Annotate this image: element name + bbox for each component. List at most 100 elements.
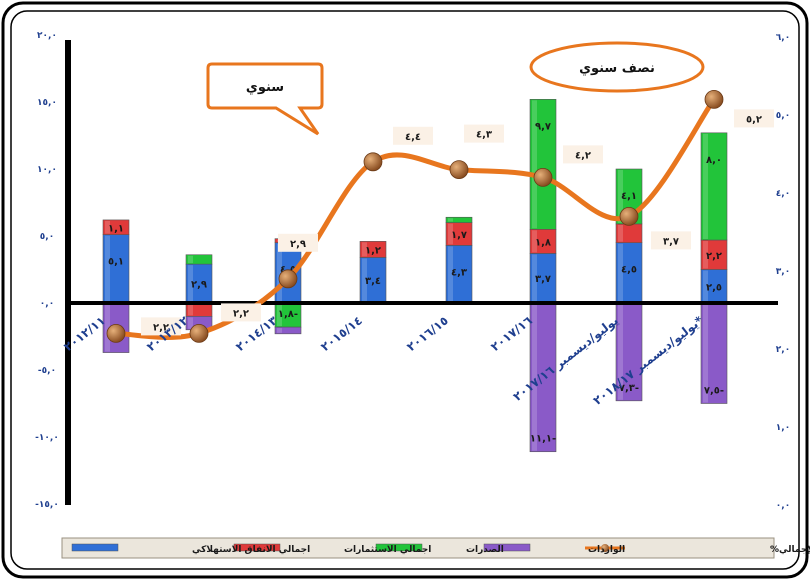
legend-swatch-bar: [71, 543, 119, 552]
bar-highlight: [188, 304, 193, 316]
right-tick-label: ٣,٠: [776, 267, 790, 277]
gdp-point: [106, 323, 126, 343]
bar-value-label: ٢,٥: [706, 282, 722, 293]
bar-highlight: [448, 246, 453, 302]
bar-exports: [274, 302, 302, 328]
legend: معدل نمو الناتج المحلي الإجمالي% الواردات…: [61, 537, 810, 559]
bar-value-label: ٥,١: [108, 257, 124, 268]
gdp-value-label: ٤,٣: [476, 130, 492, 141]
bar-value-label: ٤,١: [621, 191, 637, 202]
bar-value-label: ٢,٢: [706, 251, 722, 262]
bar-highlight: [362, 258, 367, 302]
bar-highlight: [532, 254, 537, 302]
bar-highlight: [532, 230, 537, 253]
bar-highlight: [703, 133, 708, 240]
gdp-label-box: [563, 145, 603, 164]
left-tick-label: ١٥,٠: [37, 98, 57, 108]
bar-imports: [615, 302, 643, 402]
annual-callout: سنوي: [206, 62, 324, 136]
bar-value-label: ٧,٥-: [704, 386, 724, 397]
bar-highlight: [277, 304, 282, 327]
bar-highlight: [618, 224, 623, 242]
legend-label: الواردات: [588, 545, 625, 555]
right-tick-label: ٦,٠: [776, 33, 790, 43]
gdp-line-layer: ٢,٢ ٢,٢ ٢,٩ ٤,٤ ٤,٣ ٤,٢ ٣,٧ ٥,٢: [106, 90, 774, 343]
bar-highlight: [188, 255, 193, 264]
left-tick-label: ٥,٠: [40, 232, 54, 242]
gdp-label-box: [278, 233, 318, 252]
gdp-label-box: [221, 303, 261, 322]
bar-value-label: ٤,٥: [621, 265, 637, 276]
bar-value-label: ١,١: [108, 223, 124, 234]
gdp-point: [189, 323, 209, 343]
bar-investment: [700, 239, 728, 270]
legend-label: اجمالي الاستثمارات: [344, 545, 431, 555]
bar-exports: [185, 254, 213, 265]
bar-highlight: [362, 242, 367, 257]
bar-imports: [274, 326, 302, 335]
legend-swatch-bar: [375, 543, 423, 552]
bar-value-label: ١,٨-: [278, 309, 298, 320]
bar-highlight: [188, 317, 193, 329]
bar-highlight: [618, 243, 623, 302]
bar-imports: [700, 302, 728, 404]
bar-highlight: [188, 265, 193, 302]
gdp-value-label: ٤,٤: [405, 132, 421, 143]
right-tick-label: ٥,٠: [776, 111, 790, 121]
right-tick-label: ١,٠: [776, 423, 790, 433]
bar-value-label: ١,٧: [451, 230, 467, 241]
bar-investment: [529, 229, 557, 254]
gdp-value-label: ٥,٢: [746, 114, 762, 125]
gdp-point: [704, 90, 724, 109]
bar-highlight: [277, 243, 282, 302]
bar-consumption: [529, 253, 557, 304]
gdp-point: [278, 269, 298, 289]
gdp-point: [449, 160, 469, 180]
bar-investment: [359, 241, 387, 258]
bar-value-label: ٤,٣: [451, 267, 467, 278]
bar-highlight: [618, 170, 623, 223]
bar-value-label: ٧,٣-: [619, 383, 639, 394]
gdp-label-box: [141, 317, 181, 336]
bar-highlight: [105, 235, 110, 302]
gdp-label-box: [651, 231, 691, 250]
legend-swatch-dot: [601, 544, 609, 552]
bar-value-label: ٣,٧: [535, 274, 551, 285]
gdp-label-box: [734, 109, 774, 128]
bar-highlight: [618, 304, 623, 400]
bar-value-label: ٢,٩: [191, 280, 207, 291]
legend-swatch-bar: [233, 543, 281, 552]
gdp-point: [619, 206, 639, 226]
gdp-label-box: [393, 126, 433, 145]
bar-highlight: [448, 218, 453, 222]
annual-callout-text: سنوي: [246, 80, 284, 95]
gdp-value-label: ٢,٢: [153, 322, 169, 333]
bar-consumption: [359, 257, 387, 304]
bar-exports: [700, 132, 728, 241]
gdp-point: [533, 167, 553, 187]
semiannual-callout-text: نصف سنوي: [579, 61, 655, 76]
bar-value-label: ١,٨: [535, 237, 551, 248]
bar-value-label: ١١,١-: [530, 434, 556, 445]
right-tick-label: ٢,٠: [776, 345, 790, 355]
inner-frame: [10, 10, 800, 570]
bar-consumption: [445, 245, 473, 304]
gdp-value-label: ٤,٢: [575, 150, 591, 161]
bar-imports: [529, 302, 557, 453]
gdp-value-label: ٢,٢: [233, 308, 249, 319]
bar-highlight: [448, 223, 453, 245]
left-tick-label: -١٠,٠: [35, 433, 59, 443]
bar-highlight: [703, 304, 708, 403]
bar-highlight: [105, 304, 110, 352]
legend-label: معدل نمو الناتج المحلي الإجمالي%: [770, 545, 810, 555]
bar-consumption: [185, 263, 213, 304]
legend-swatch-bar: [483, 543, 531, 552]
bar-exports: [445, 216, 473, 223]
right-axis-ticks: ٦,٠ ٥,٠ ٤,٠ ٣,٠ ٢,٠ ١,٠ ٠,٠: [776, 33, 790, 511]
left-tick-label: ٢٠,٠: [37, 31, 57, 41]
bar-highlight: [277, 328, 282, 333]
legend-label: الصدرات: [466, 545, 504, 555]
gdp-value-label: ٢,٩: [290, 239, 306, 250]
bar-value-label: ٣,٤: [365, 276, 381, 287]
